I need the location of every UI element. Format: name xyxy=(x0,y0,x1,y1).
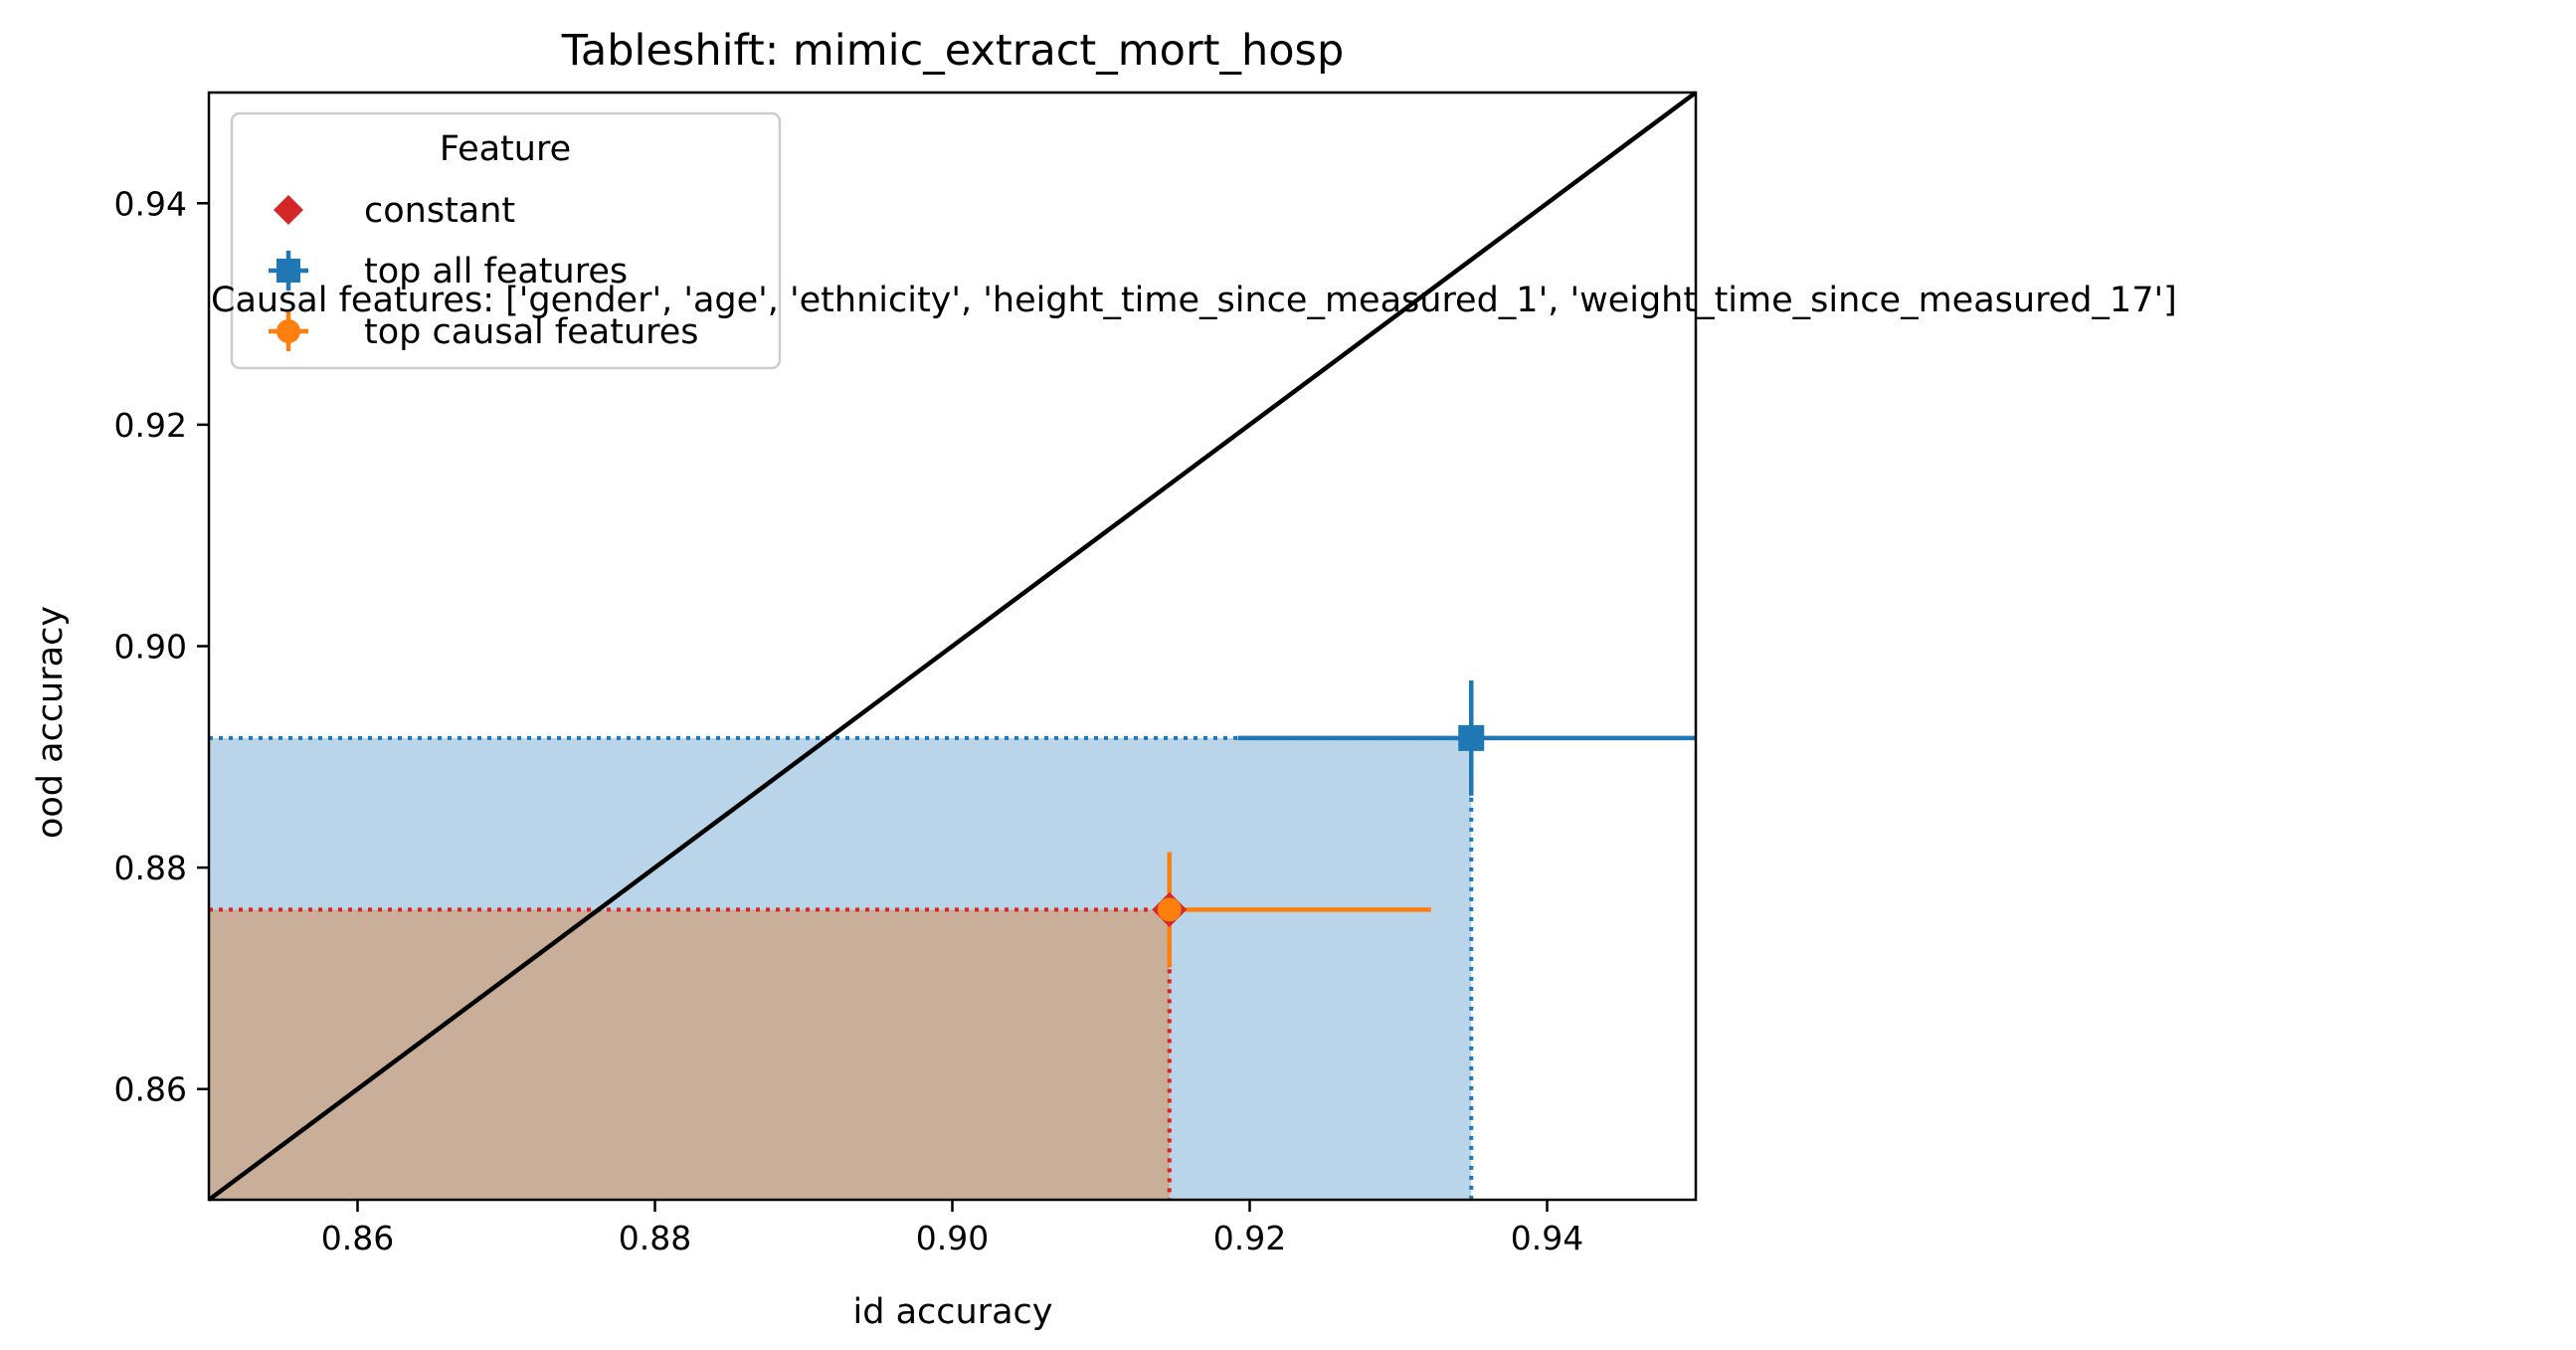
y-tick-label-0: 0.86 xyxy=(114,1070,187,1109)
legend-label-0: constant xyxy=(364,191,515,231)
x-axis-label: id accuracy xyxy=(853,1292,1053,1332)
legend-label-1: top all features xyxy=(364,252,628,291)
region-top-causal-features xyxy=(209,909,1170,1200)
legend-marker-0 xyxy=(274,195,303,225)
y-tick-label-3: 0.92 xyxy=(114,406,187,445)
legend: Feature constant top all features top causa… xyxy=(230,111,782,370)
point-top-all-features xyxy=(1458,724,1485,751)
legend-box xyxy=(230,111,782,370)
legend-marker-1 xyxy=(276,259,300,283)
x-tick-label-0: 0.86 xyxy=(321,1219,394,1257)
legend-marker-2 xyxy=(276,319,300,343)
x-tick-label-4: 0.94 xyxy=(1511,1219,1583,1257)
x-tick-label-1: 0.88 xyxy=(619,1219,691,1257)
x-tick-label-2: 0.90 xyxy=(916,1219,989,1257)
y-tick-label-1: 0.88 xyxy=(114,849,187,887)
plot-area: 0.86 0.88 0.90 0.92 0.94 0.86 0.88 0.90 0.92 0.94 xyxy=(114,91,1698,1257)
causal-features-annotation: Causal features: ['gender', 'age', 'ethn… xyxy=(211,281,2177,320)
legend-label-2: top causal features xyxy=(364,312,698,352)
y-axis-label: ood accuracy xyxy=(31,606,71,839)
y-tick-label-2: 0.90 xyxy=(114,628,187,667)
diagonal-line xyxy=(207,91,1698,1202)
chart-title: Tableshift: mimic_extract_mort_hosp xyxy=(561,26,1345,76)
x-tick-label-3: 0.92 xyxy=(1213,1219,1286,1257)
point-top-causal-features xyxy=(1157,897,1182,922)
legend-title: Feature xyxy=(440,129,571,169)
y-tick-label-4: 0.94 xyxy=(114,184,187,223)
